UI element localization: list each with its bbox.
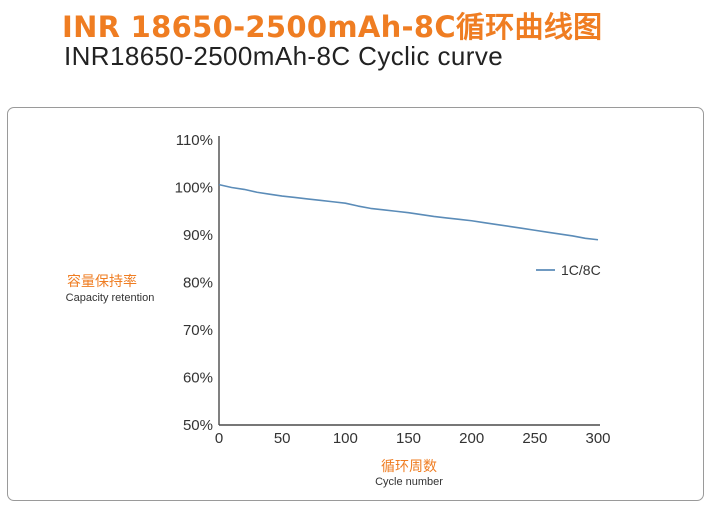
x-axis-label-en: Cycle number [375,476,443,488]
y-tick-label: 50% [183,417,213,434]
legend-label: 1C/8C [561,262,601,278]
x-tick-label: 50 [274,430,291,447]
x-tick-label: 150 [396,430,421,447]
x-tick-label: 300 [585,430,610,447]
x-axis-label-cn: 循环周数 [381,459,437,475]
y-tick-label: 110% [176,132,213,149]
y-tick-label: 90% [183,227,213,244]
chart-frame [7,107,704,501]
y-tick-label: 60% [183,370,213,387]
tick-layer: 50% 60% 70% 80% 90% 100% 110% 0 50 100 150 200 250 30… [175,132,611,447]
y-tick-label: 80% [183,275,213,292]
x-tick-label: 250 [522,430,547,447]
series-line-1c-8c [218,183,599,241]
x-tick-label: 200 [459,430,484,447]
page-subtitle: INR18650-2500mAh-8C Cyclic curve [64,41,504,71]
page-title: INR 18650-2500mAh-8C循环曲线图 [62,10,603,44]
y-tick-label: 100% [175,180,213,197]
x-tick-label: 0 [215,430,223,447]
y-axis-label-en: Capacity retention [66,292,155,304]
x-tick-label: 100 [333,430,358,447]
y-tick-label: 70% [183,322,213,339]
y-axis-label-cn: 容量保持率 [67,273,137,290]
